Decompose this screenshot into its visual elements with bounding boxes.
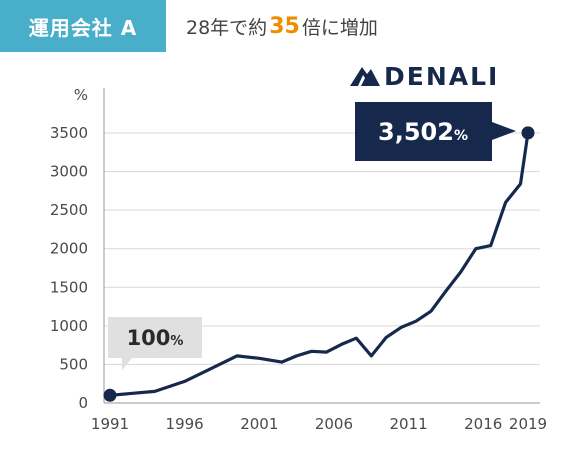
x-tick-label: 2016: [464, 415, 502, 433]
headline-suffix: 倍に増加: [301, 16, 378, 39]
headline: 28年で約 35 倍に増加: [186, 0, 378, 52]
y-tick-label: 0: [78, 394, 88, 412]
x-tick-label: 2006: [315, 415, 353, 433]
start-callout-bubble: [108, 317, 202, 370]
logo-text: DENALI: [384, 62, 500, 91]
x-tick-label: 2001: [240, 415, 278, 433]
company-badge: 運用会社 A: [0, 0, 166, 52]
data-series-line: [108, 131, 530, 397]
x-tick-label: 1996: [166, 415, 204, 433]
x-tick-label: 1991: [91, 415, 129, 433]
y-tick-label: 3000: [50, 163, 88, 181]
start-callout-label: 100%: [127, 326, 184, 350]
y-tick-label: 1000: [50, 317, 88, 335]
x-tick-label: 2011: [389, 415, 427, 433]
denali-logo: DENALI: [350, 62, 499, 91]
y-tick-label: 3500: [50, 124, 88, 142]
end-callout-box: [355, 102, 516, 161]
headline-prefix: 28年で約: [186, 16, 268, 39]
start-point-marker: [103, 388, 117, 402]
y-tick-label: 500: [59, 355, 88, 373]
company-badge-label: 運用会社 A: [28, 15, 138, 40]
mountain-icon: [350, 64, 380, 90]
y-axis-label: %: [74, 86, 88, 104]
y-tick-label: 2000: [50, 240, 88, 258]
y-tick-label: 2500: [50, 201, 88, 219]
x-tick-label: 2019: [509, 415, 547, 433]
y-tick-label: 1500: [50, 278, 88, 296]
end-callout-label: 3,502%: [378, 118, 468, 146]
end-point-marker: [521, 126, 535, 140]
headline-number: 35: [269, 13, 300, 39]
